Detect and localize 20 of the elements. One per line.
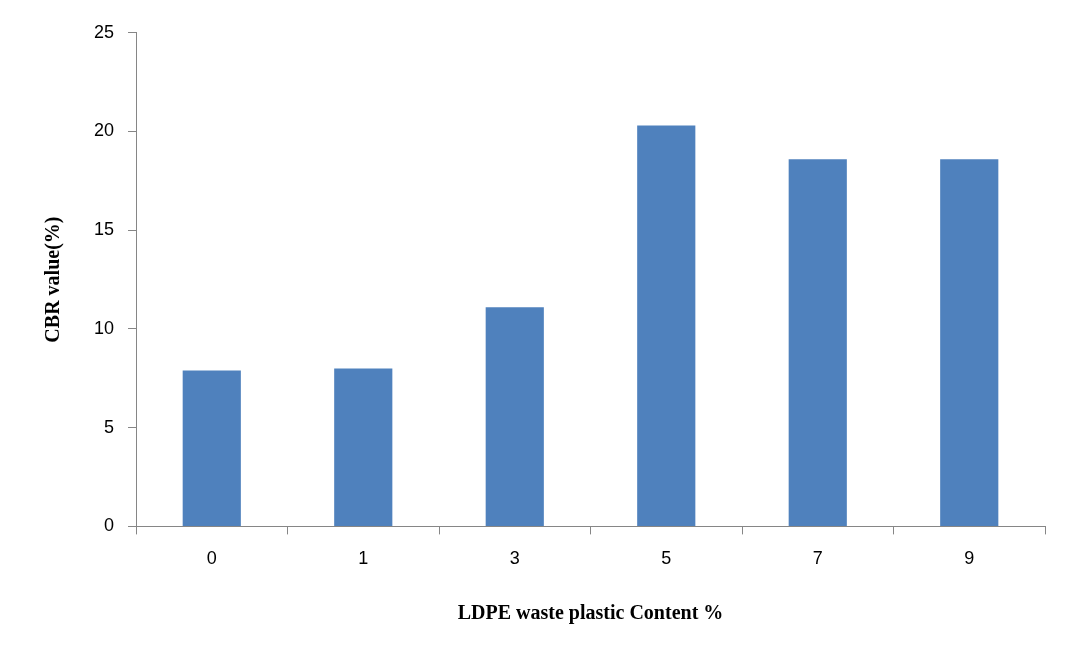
y-tick-label: 10 (93, 317, 115, 338)
y-tick-label: 5 (104, 416, 115, 437)
y-tick-label: 15 (93, 219, 115, 240)
x-tick-label: 5 (661, 548, 672, 569)
x-tick-label: 9 (964, 548, 975, 569)
bar (788, 159, 847, 526)
x-tick-label: 3 (509, 548, 520, 569)
bar (485, 307, 544, 526)
bar (637, 125, 696, 526)
y-tick-label: 0 (104, 515, 115, 536)
x-tick-label: 0 (206, 548, 217, 569)
bar (940, 159, 999, 526)
y-tick-label: 25 (93, 21, 115, 42)
bar (334, 368, 393, 526)
bar (182, 370, 241, 526)
x-tick-label: 1 (358, 548, 369, 569)
x-axis-title: LDPE waste plastic Content % (457, 601, 724, 625)
x-tick-label: 7 (812, 548, 823, 569)
y-axis-title: CBR value(%) (41, 216, 65, 343)
y-tick-label: 20 (93, 120, 115, 141)
